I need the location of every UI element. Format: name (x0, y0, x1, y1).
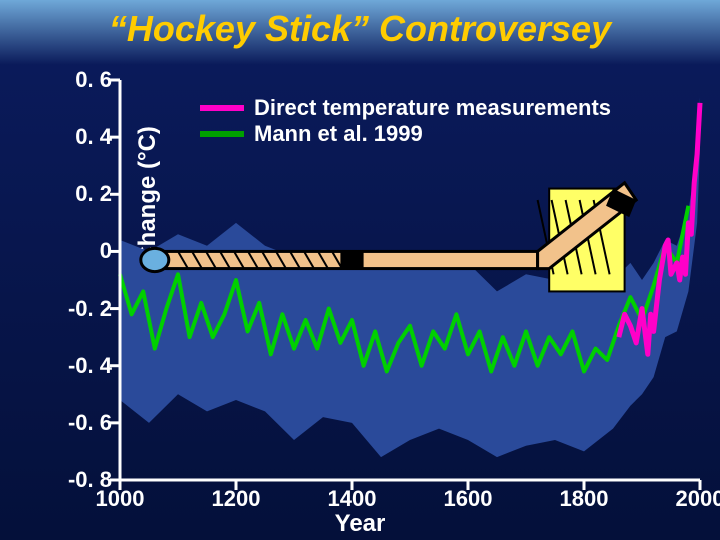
y-tick-label: -0. 2 (68, 296, 112, 322)
slide-title: “Hockey Stick” Controversey (0, 8, 720, 50)
x-tick-label: 1200 (212, 486, 261, 512)
x-axis-label: Year (0, 510, 720, 538)
legend-item: Direct temperature measurements (200, 95, 611, 121)
legend-label: Direct temperature measurements (254, 95, 611, 121)
y-tick-label: 0. 4 (75, 124, 112, 150)
legend-label: Mann et al. 1999 (254, 121, 423, 147)
y-tick-label: -0. 4 (68, 353, 112, 379)
x-tick-label: 1600 (444, 486, 493, 512)
x-tick-label: 1000 (96, 486, 145, 512)
y-tick-label: 0. 2 (75, 181, 112, 207)
legend-swatch (200, 131, 244, 137)
legend-item: Mann et al. 1999 (200, 121, 611, 147)
y-tick-label: 0. 6 (75, 67, 112, 93)
legend: Direct temperature measurementsMann et a… (200, 95, 611, 147)
x-tick-label: 2000 (676, 486, 720, 512)
slide: “Hockey Stick” Controversey Temperature … (0, 0, 720, 540)
y-tick-label: 0 (100, 238, 112, 264)
legend-swatch (200, 105, 244, 111)
y-tick-label: -0. 6 (68, 410, 112, 436)
x-tick-label: 1400 (328, 486, 377, 512)
x-tick-label: 1800 (560, 486, 609, 512)
